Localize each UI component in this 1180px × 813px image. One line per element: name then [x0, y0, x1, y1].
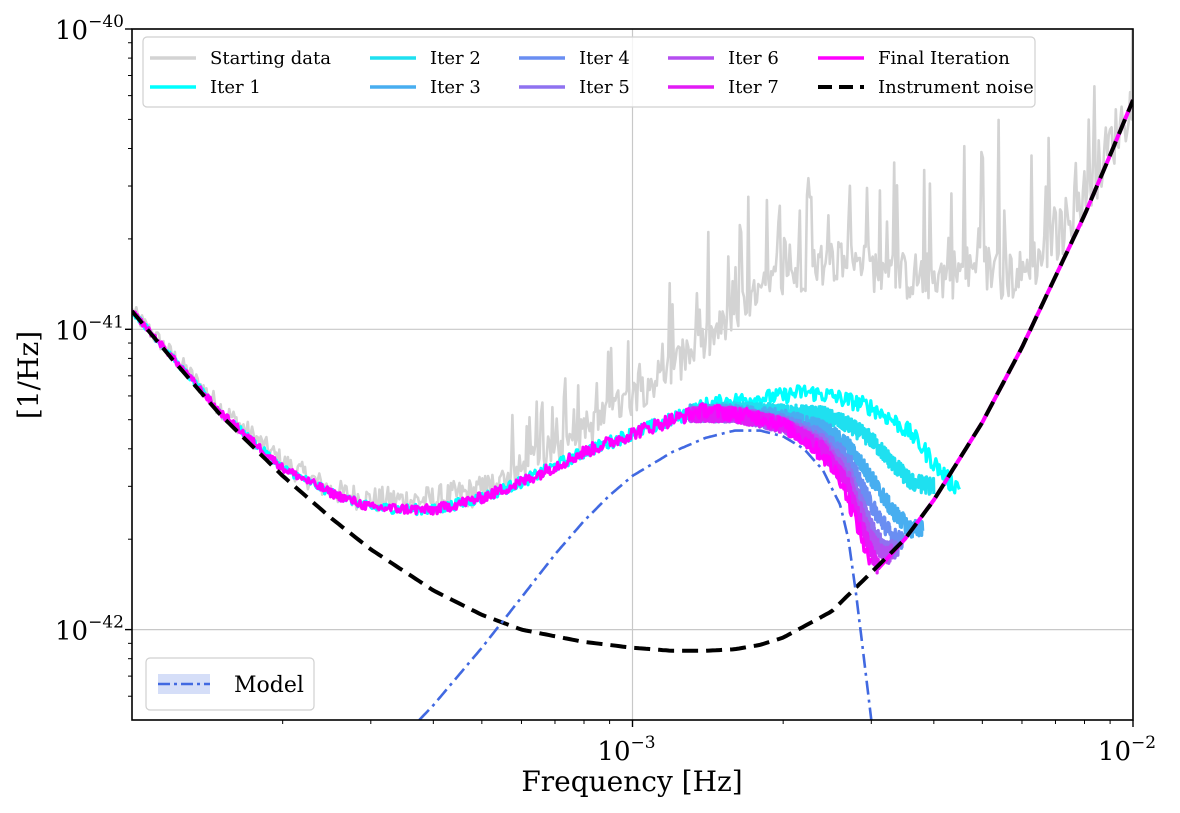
series-instrument-noise-line [132, 99, 1133, 653]
legend-label-final-iteration: Final Iteration [878, 48, 1010, 69]
y-tick-label: 10−42 [55, 613, 124, 647]
tick-labels: 10−3 10−2 10−42 10−41 10−40 [55, 12, 1156, 767]
legend-label-iter-7: Iter 7 [728, 77, 779, 98]
legend-label-instrument-noise: Instrument noise [878, 77, 1034, 98]
y-axis-label: [1/Hz] [12, 331, 45, 419]
x-axis-label: Frequency [Hz] [521, 765, 742, 798]
x-tick-label: 10−2 [1098, 733, 1156, 767]
legend-main-box [142, 36, 1036, 108]
x-tick-label: 10−3 [597, 733, 655, 767]
legend-main: Starting data Iter 1 Iter 2 Iter 3 Iter 4 Ite… [142, 36, 1036, 108]
ticks [125, 28, 1134, 727]
legend-label-starting-data: Starting data [210, 48, 331, 69]
legend-model-box [145, 657, 315, 711]
legend-label-iter-3: Iter 3 [430, 77, 481, 98]
legend-label-iter-1: Iter 1 [210, 77, 261, 98]
series-starting-data-line [132, 29, 1133, 515]
legend-label-iter-6: Iter 6 [728, 48, 779, 69]
legend-label-iter-4: Iter 4 [579, 48, 630, 69]
series-layer [132, 29, 1133, 720]
legend-label-model: Model [234, 673, 304, 698]
legend-label-iter-5: Iter 5 [579, 77, 630, 98]
legend-label-iter-2: Iter 2 [430, 48, 481, 69]
series-final-iteration-line [132, 309, 873, 566]
series-model-line [418, 429, 873, 720]
y-tick-label: 10−41 [55, 312, 124, 346]
y-tick-label: 10−40 [55, 12, 124, 46]
legend-model: Model [145, 657, 315, 711]
series-final-iteration-overlay-line [876, 99, 1133, 570]
